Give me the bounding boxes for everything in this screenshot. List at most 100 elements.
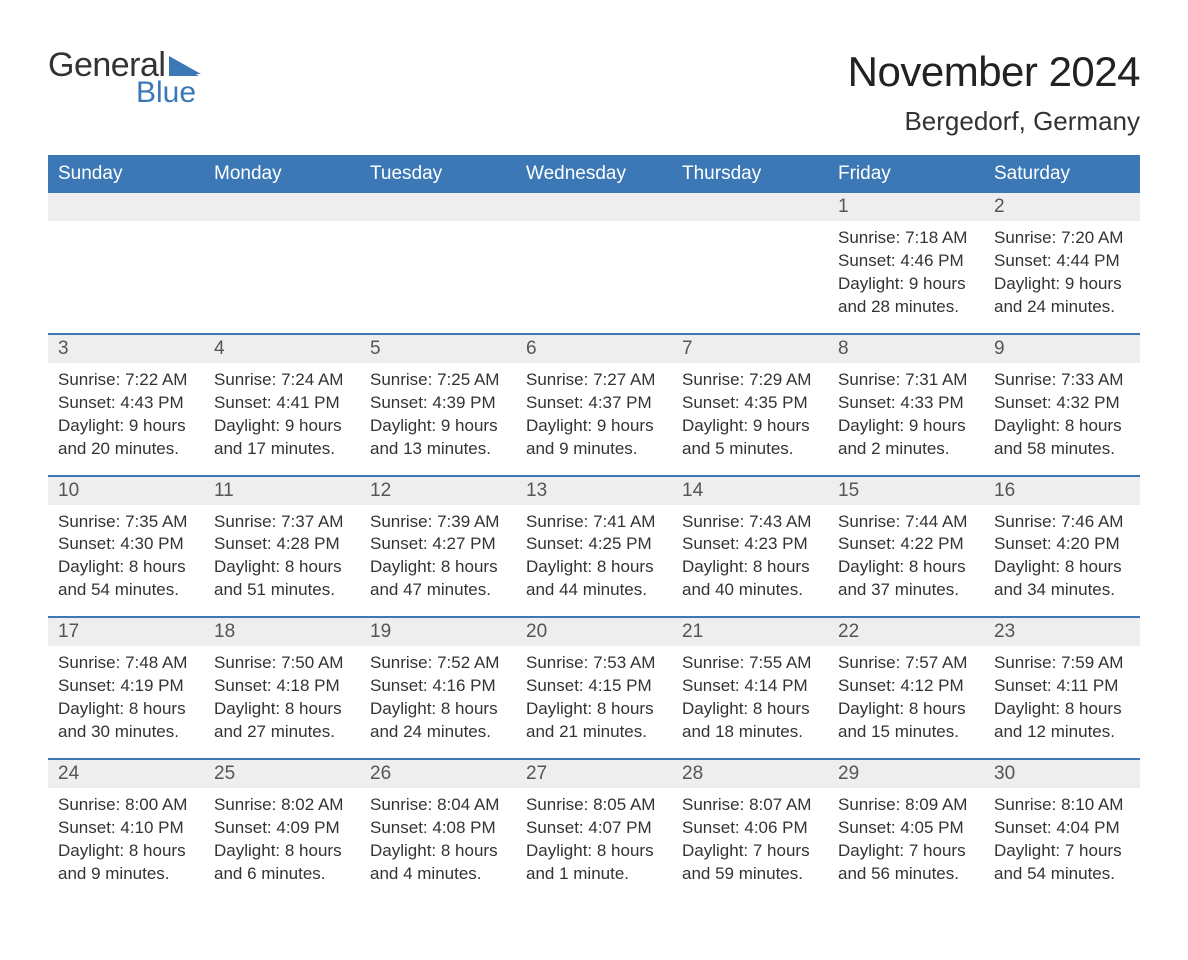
day-detail-line: Sunset: 4:23 PM bbox=[682, 533, 818, 556]
day-detail-line: Sunrise: 7:57 AM bbox=[838, 652, 974, 675]
day-detail: Sunrise: 7:39 AMSunset: 4:27 PMDaylight:… bbox=[360, 505, 516, 617]
day-detail-line: Sunset: 4:08 PM bbox=[370, 817, 506, 840]
dow-monday: Monday bbox=[204, 155, 360, 193]
day-detail-row: Sunrise: 8:00 AMSunset: 4:10 PMDaylight:… bbox=[48, 788, 1140, 900]
day-detail-line: and 18 minutes. bbox=[682, 721, 818, 744]
day-detail-line: and 15 minutes. bbox=[838, 721, 974, 744]
day-detail-line: Daylight: 8 hours bbox=[214, 556, 350, 579]
day-detail-line: Sunrise: 7:31 AM bbox=[838, 369, 974, 392]
day-detail-line: Sunset: 4:37 PM bbox=[526, 392, 662, 415]
day-number: 10 bbox=[48, 477, 204, 505]
day-detail-line: Sunrise: 7:46 AM bbox=[994, 511, 1130, 534]
day-detail-line: Sunset: 4:18 PM bbox=[214, 675, 350, 698]
day-number: 25 bbox=[204, 760, 360, 788]
day-detail-line: Sunrise: 7:18 AM bbox=[838, 227, 974, 250]
day-detail bbox=[204, 221, 360, 333]
day-number-row: 17181920212223 bbox=[48, 618, 1140, 646]
day-detail-line: Sunset: 4:43 PM bbox=[58, 392, 194, 415]
day-detail-line: and 54 minutes. bbox=[994, 863, 1130, 886]
day-detail: Sunrise: 7:31 AMSunset: 4:33 PMDaylight:… bbox=[828, 363, 984, 475]
day-number-row: 3456789 bbox=[48, 335, 1140, 363]
logo-text-blue: Blue bbox=[136, 78, 205, 108]
day-detail-line: Sunrise: 7:35 AM bbox=[58, 511, 194, 534]
day-detail-line: and 30 minutes. bbox=[58, 721, 194, 744]
day-number: 20 bbox=[516, 618, 672, 646]
day-detail: Sunrise: 7:35 AMSunset: 4:30 PMDaylight:… bbox=[48, 505, 204, 617]
day-detail: Sunrise: 8:05 AMSunset: 4:07 PMDaylight:… bbox=[516, 788, 672, 900]
day-number bbox=[204, 193, 360, 221]
day-detail-line: and 51 minutes. bbox=[214, 579, 350, 602]
day-detail: Sunrise: 7:48 AMSunset: 4:19 PMDaylight:… bbox=[48, 646, 204, 758]
day-detail-line: Daylight: 8 hours bbox=[682, 698, 818, 721]
day-detail: Sunrise: 7:29 AMSunset: 4:35 PMDaylight:… bbox=[672, 363, 828, 475]
day-detail-line: Sunset: 4:22 PM bbox=[838, 533, 974, 556]
day-detail-line: Sunrise: 7:22 AM bbox=[58, 369, 194, 392]
day-detail-line: Sunset: 4:09 PM bbox=[214, 817, 350, 840]
day-number: 2 bbox=[984, 193, 1140, 221]
day-detail-line: Sunset: 4:39 PM bbox=[370, 392, 506, 415]
day-number: 30 bbox=[984, 760, 1140, 788]
day-detail bbox=[48, 221, 204, 333]
day-detail-line: Sunset: 4:30 PM bbox=[58, 533, 194, 556]
day-detail-line: and 44 minutes. bbox=[526, 579, 662, 602]
week-row: 17181920212223Sunrise: 7:48 AMSunset: 4:… bbox=[48, 616, 1140, 758]
day-detail-line: Sunrise: 7:43 AM bbox=[682, 511, 818, 534]
day-number: 12 bbox=[360, 477, 516, 505]
day-detail-line: Sunrise: 8:05 AM bbox=[526, 794, 662, 817]
day-detail-line: Sunset: 4:27 PM bbox=[370, 533, 506, 556]
day-detail-line: Sunrise: 7:39 AM bbox=[370, 511, 506, 534]
day-number: 3 bbox=[48, 335, 204, 363]
day-detail-line: Sunset: 4:04 PM bbox=[994, 817, 1130, 840]
day-number bbox=[360, 193, 516, 221]
day-detail-line: Sunset: 4:20 PM bbox=[994, 533, 1130, 556]
day-detail-line: Sunrise: 7:27 AM bbox=[526, 369, 662, 392]
day-number: 27 bbox=[516, 760, 672, 788]
day-detail-line: Daylight: 7 hours bbox=[838, 840, 974, 863]
day-detail-line: Sunrise: 7:53 AM bbox=[526, 652, 662, 675]
week-row: 24252627282930Sunrise: 8:00 AMSunset: 4:… bbox=[48, 758, 1140, 900]
day-detail-line: Sunset: 4:32 PM bbox=[994, 392, 1130, 415]
dow-saturday: Saturday bbox=[984, 155, 1140, 193]
day-detail-line: Daylight: 8 hours bbox=[838, 698, 974, 721]
day-detail: Sunrise: 7:43 AMSunset: 4:23 PMDaylight:… bbox=[672, 505, 828, 617]
day-number: 17 bbox=[48, 618, 204, 646]
day-detail: Sunrise: 7:22 AMSunset: 4:43 PMDaylight:… bbox=[48, 363, 204, 475]
logo: General Blue bbox=[48, 48, 205, 108]
day-number: 9 bbox=[984, 335, 1140, 363]
day-number: 18 bbox=[204, 618, 360, 646]
day-detail-line: Sunrise: 7:52 AM bbox=[370, 652, 506, 675]
day-detail-line: and 9 minutes. bbox=[526, 438, 662, 461]
day-detail-line: Sunset: 4:10 PM bbox=[58, 817, 194, 840]
day-number: 16 bbox=[984, 477, 1140, 505]
dow-friday: Friday bbox=[828, 155, 984, 193]
day-number: 13 bbox=[516, 477, 672, 505]
calendar: Sunday Monday Tuesday Wednesday Thursday… bbox=[48, 155, 1140, 900]
day-detail-line: Daylight: 9 hours bbox=[526, 415, 662, 438]
day-detail-line: Sunset: 4:19 PM bbox=[58, 675, 194, 698]
header: General Blue November 2024 Bergedorf, Ge… bbox=[48, 48, 1140, 137]
day-detail: Sunrise: 7:52 AMSunset: 4:16 PMDaylight:… bbox=[360, 646, 516, 758]
day-detail-line: Daylight: 9 hours bbox=[838, 415, 974, 438]
day-number: 29 bbox=[828, 760, 984, 788]
day-detail-line: Sunset: 4:07 PM bbox=[526, 817, 662, 840]
day-detail-line: and 6 minutes. bbox=[214, 863, 350, 886]
day-detail-line: and 20 minutes. bbox=[58, 438, 194, 461]
day-detail-row: Sunrise: 7:48 AMSunset: 4:19 PMDaylight:… bbox=[48, 646, 1140, 758]
dow-wednesday: Wednesday bbox=[516, 155, 672, 193]
day-detail-line: and 27 minutes. bbox=[214, 721, 350, 744]
day-detail-line: Sunrise: 8:04 AM bbox=[370, 794, 506, 817]
day-detail-line: Daylight: 8 hours bbox=[58, 840, 194, 863]
day-detail-line: Daylight: 8 hours bbox=[370, 556, 506, 579]
day-detail-line: Daylight: 7 hours bbox=[682, 840, 818, 863]
day-number: 7 bbox=[672, 335, 828, 363]
day-number bbox=[48, 193, 204, 221]
day-detail: Sunrise: 7:37 AMSunset: 4:28 PMDaylight:… bbox=[204, 505, 360, 617]
day-detail-line: Sunrise: 7:33 AM bbox=[994, 369, 1130, 392]
day-number: 8 bbox=[828, 335, 984, 363]
day-detail-line: and 59 minutes. bbox=[682, 863, 818, 886]
day-detail-row: Sunrise: 7:22 AMSunset: 4:43 PM Daylight:… bbox=[48, 363, 1140, 475]
day-detail-line: Daylight: 8 hours bbox=[214, 840, 350, 863]
title-block: November 2024 Bergedorf, Germany bbox=[848, 48, 1140, 137]
day-detail-line: and 2 minutes. bbox=[838, 438, 974, 461]
day-detail-line: Sunset: 4:46 PM bbox=[838, 250, 974, 273]
